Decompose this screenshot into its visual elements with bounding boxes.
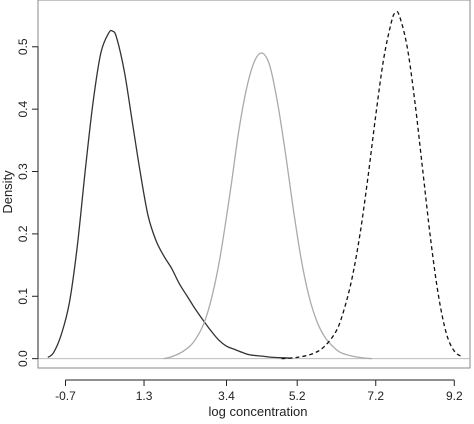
- plot-frame: [37, 0, 471, 369]
- x-axis-label: log concentration: [208, 404, 307, 419]
- x-tick-label: -0.7: [55, 389, 76, 403]
- density-curve-3: [281, 10, 463, 360]
- x-tick-label: 7.2: [367, 389, 384, 403]
- y-tick-label: 0.1: [16, 288, 30, 305]
- y-axis-label: Density: [0, 170, 15, 214]
- y-tick-label: 0.0: [16, 350, 30, 367]
- y-tick-label: 0.2: [16, 225, 30, 242]
- x-tick-label: 5.2: [289, 389, 306, 403]
- x-axis: -0.7 1.3 3.4 5.2 7.2 9.2: [55, 379, 463, 403]
- y-tick-label: 0.3: [16, 163, 30, 180]
- y-axis: 0.0 0.1 0.2 0.3 0.4 0.5: [16, 38, 39, 367]
- x-tick-label: 1.3: [136, 389, 153, 403]
- x-tick-label: 3.4: [218, 389, 235, 403]
- density-curves: [38, 10, 470, 360]
- y-tick-label: 0.5: [16, 38, 30, 55]
- y-tick-label: 0.4: [16, 100, 30, 117]
- x-tick-label: 9.2: [446, 389, 463, 403]
- density-curve-2: [163, 52, 372, 360]
- density-curve-1: [47, 29, 290, 359]
